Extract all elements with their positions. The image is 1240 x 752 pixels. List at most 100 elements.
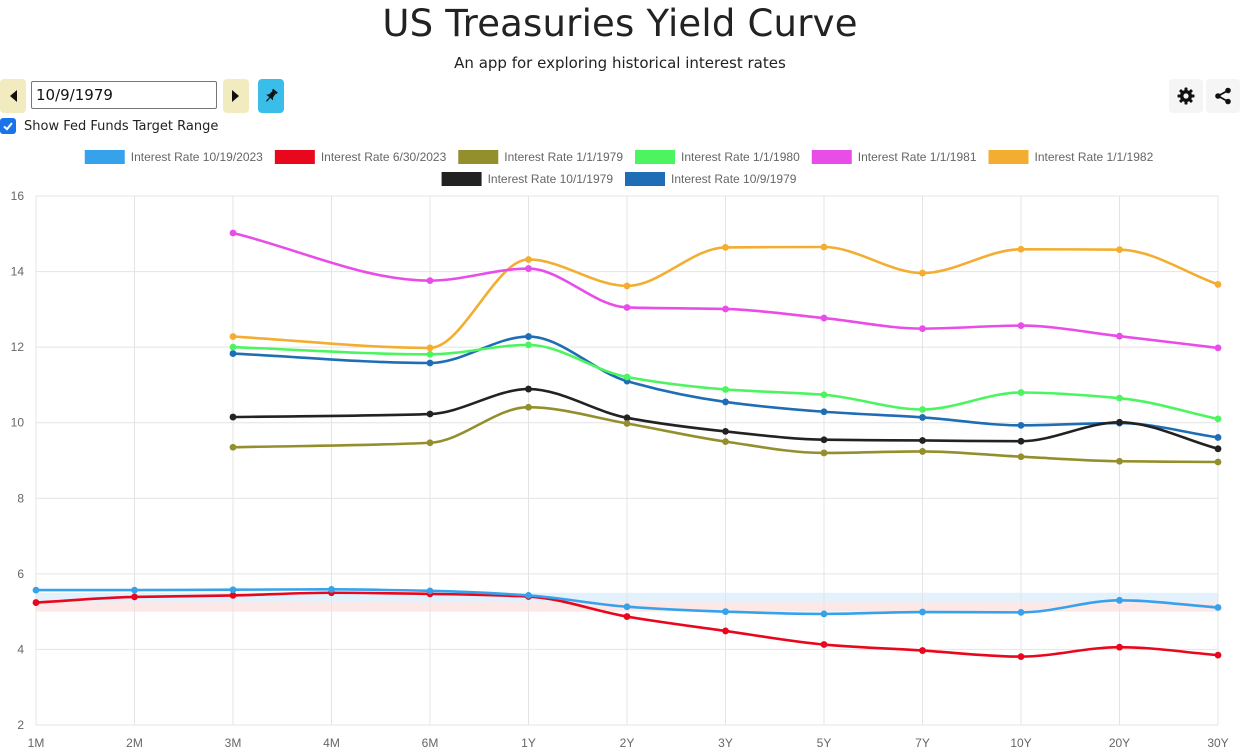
data-point [623,420,631,427]
series-line [32,585,1222,618]
y-tick-label: 6 [17,567,24,581]
data-point [426,350,434,358]
data-point [1214,651,1222,659]
data-point [1116,596,1123,604]
x-tick-label: 1Y [521,736,536,750]
series-line [229,341,1222,423]
date-input[interactable] [31,81,217,109]
data-point [1214,344,1222,352]
legend-swatch [458,150,499,164]
data-point [131,593,138,601]
data-point [426,439,434,447]
data-point [1214,604,1222,611]
data-point [426,277,434,285]
data-point [525,333,532,340]
legend-swatch [84,150,125,164]
data-point [525,341,532,349]
pin-icon [266,88,278,102]
data-point [229,586,237,594]
data-point [229,413,237,421]
series-path [232,245,1219,350]
legend-label: Interest Rate 1/1/1980 [681,150,800,164]
legend-label: Interest Rate 1/1/1982 [1035,150,1154,164]
data-point [1017,245,1025,253]
y-tick-label: 14 [11,265,25,279]
y-tick-label: 16 [11,189,25,203]
x-tick-label: 3Y [718,736,733,750]
legend-item: Interest Rate 1/1/1982 [988,150,1154,164]
next-date-button[interactable] [223,79,249,113]
x-tick-label: 10Y [1010,736,1031,750]
data-point [525,591,532,599]
y-tick-label: 2 [17,718,24,732]
legend-item: Interest Rate 1/1/1979 [458,150,623,164]
legend-item: Interest Rate 6/30/2023 [274,150,447,164]
data-point [131,586,138,594]
series-path [232,343,1219,421]
data-point [1116,418,1123,426]
series-path [232,387,1219,451]
data-point [820,436,828,444]
settings-button[interactable] [1169,79,1203,113]
data-point [426,359,434,367]
data-point [722,386,729,393]
data-point [1017,453,1025,461]
data-point [328,585,335,593]
data-point [820,408,828,416]
legend: Interest Rate 10/19/2023 Interest Rate 6/… [84,150,1154,186]
grid [35,195,1219,726]
data-point [820,391,828,399]
data-point [1017,608,1025,616]
share-button[interactable] [1206,79,1240,113]
x-tick-label: 3M [225,736,242,750]
fed-funds-label: Show Fed Funds Target Range [24,118,219,134]
data-point [820,449,828,457]
caret-left-icon [10,90,17,102]
series-line [229,333,1222,441]
previous-date-button[interactable] [0,79,26,113]
data-point [1214,434,1222,441]
series-line [229,243,1222,352]
caret-right-icon [232,90,239,102]
legend-item: Interest Rate 1/1/1981 [811,150,977,164]
y-tick-label: 8 [17,491,24,505]
x-tick-label: 30Y [1207,736,1228,750]
legend-item: Interest Rate 1/1/1980 [635,150,800,164]
legend-swatch [988,150,1029,164]
data-point [1017,421,1025,429]
x-tick-label: 2M [126,736,143,750]
legend-item: Interest Rate 10/9/1979 [625,172,797,186]
page-subtitle: An app for exploring historical interest… [454,54,786,72]
series-line [229,403,1222,466]
legend-item: Interest Rate 10/1/1979 [441,172,614,186]
legend-label: Interest Rate 10/19/2023 [131,150,263,164]
series-group [32,229,1222,661]
legend-swatch [625,172,665,186]
data-point [623,282,631,290]
series-path [232,405,1219,464]
data-point [229,343,237,351]
data-point [32,586,40,594]
y-tick-label: 4 [17,642,24,656]
data-point [1214,445,1222,453]
data-point [722,438,729,446]
data-point [525,256,532,263]
data-point [229,229,237,237]
x-tick-label: 4M [323,736,340,750]
x-tick-label: 7Y [915,736,930,750]
legend-swatch [441,172,482,186]
series-line [229,229,1222,352]
gear-icon [1177,87,1195,105]
data-point [722,305,729,313]
legend-label: Interest Rate 10/9/1979 [671,172,797,186]
fed-funds-checkbox[interactable] [0,118,16,134]
checkmark-icon [3,122,13,131]
data-point [623,414,631,422]
pin-button[interactable] [258,79,284,113]
data-point [32,599,40,606]
fed-funds-toggle[interactable]: Show Fed Funds Target Range [0,117,218,135]
series-path [232,335,1219,439]
data-point [229,350,237,357]
legend-label: Interest Rate 10/1/1979 [488,172,614,186]
legend-item: Interest Rate 10/19/2023 [84,150,263,164]
